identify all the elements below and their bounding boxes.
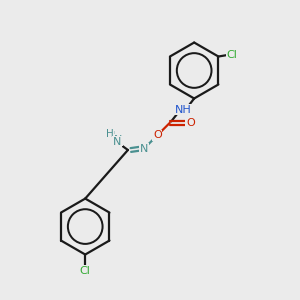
Text: O: O (186, 118, 195, 128)
Text: N: N (140, 143, 148, 154)
Text: O: O (153, 130, 162, 140)
Text: Cl: Cl (227, 50, 238, 60)
Text: NH: NH (175, 105, 191, 115)
Text: N: N (114, 135, 122, 145)
Text: H: H (106, 129, 113, 139)
Text: N: N (113, 137, 121, 147)
Text: H: H (107, 131, 115, 141)
Text: Cl: Cl (80, 266, 91, 276)
